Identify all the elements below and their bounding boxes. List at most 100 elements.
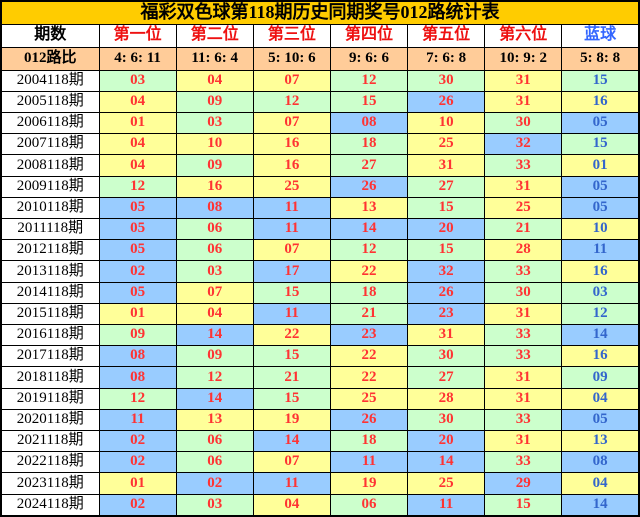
table-title: 福彩双色球第118期历史同期奖号012路统计表: [0, 0, 640, 25]
red-ball-cell: 04: [252, 493, 331, 517]
red-ball-cell: 31: [484, 90, 563, 113]
red-ball-cell: 27: [407, 366, 486, 389]
red-ball-cell: 22: [329, 366, 409, 389]
period-cell: 2011118期: [0, 217, 100, 241]
table-row: 2010118期 05 08 11 13 15 25 05: [0, 196, 640, 219]
red-ball-cell: 21: [252, 366, 331, 389]
red-ball-cell: 15: [407, 196, 486, 219]
red-ball-cell: 28: [484, 239, 563, 262]
column-header-blue-ball: 蓝球: [561, 23, 640, 48]
red-ball-cell: 14: [252, 429, 331, 453]
red-ball-cell: 25: [252, 175, 331, 198]
blue-ball-cell: 11: [561, 239, 640, 262]
table-row: 2008118期 04 09 16 27 31 33 01: [0, 154, 640, 177]
column-header-period: 期数: [0, 23, 100, 48]
red-ball-cell: 01: [98, 472, 177, 495]
red-ball-cell: 15: [329, 90, 409, 113]
red-ball-cell: 25: [484, 196, 563, 219]
red-ball-cell: 20: [407, 217, 486, 241]
red-ball-cell: 16: [252, 154, 331, 177]
red-ball-cell: 12: [329, 69, 409, 92]
ratio-value-3: 5: 10: 6: [252, 46, 331, 71]
red-ball-cell: 27: [407, 175, 486, 198]
red-ball-cell: 03: [98, 69, 177, 92]
red-ball-cell: 29: [484, 472, 563, 495]
blue-ball-cell: 03: [561, 281, 640, 304]
red-ball-cell: 06: [175, 451, 254, 474]
red-ball-cell: 26: [407, 90, 486, 113]
red-ball-cell: 08: [175, 196, 254, 219]
table-row: 2006118期 01 03 07 08 10 30 05: [0, 111, 640, 135]
red-ball-cell: 21: [484, 217, 563, 241]
blue-ball-cell: 04: [561, 387, 640, 410]
red-ball-cell: 04: [175, 69, 254, 92]
column-header-pos-6: 第六位: [484, 23, 563, 48]
red-ball-cell: 02: [98, 493, 177, 517]
red-ball-cell: 06: [175, 429, 254, 453]
red-ball-cell: 33: [484, 154, 563, 177]
red-ball-cell: 06: [329, 493, 409, 517]
header-row: 期数 第一位 第二位 第三位 第四位 第五位 第六位 蓝球: [0, 23, 640, 48]
red-ball-cell: 02: [175, 472, 254, 495]
red-ball-cell: 07: [252, 111, 331, 135]
column-header-pos-3: 第三位: [252, 23, 331, 48]
column-header-pos-1: 第一位: [98, 23, 177, 48]
red-ball-cell: 09: [98, 323, 177, 347]
red-ball-cell: 13: [329, 196, 409, 219]
red-ball-cell: 07: [252, 451, 331, 474]
ratio-value-2: 11: 6: 4: [175, 46, 254, 71]
red-ball-cell: 26: [329, 175, 409, 198]
period-cell: 2023118期: [0, 472, 100, 495]
red-ball-cell: 31: [484, 366, 563, 389]
red-ball-cell: 22: [329, 260, 409, 283]
blue-ball-cell: 15: [561, 69, 640, 92]
column-header-pos-4: 第四位: [329, 23, 409, 48]
period-cell: 2022118期: [0, 451, 100, 474]
red-ball-cell: 04: [98, 154, 177, 177]
period-cell: 2014118期: [0, 281, 100, 304]
red-ball-cell: 18: [329, 429, 409, 453]
red-ball-cell: 08: [98, 345, 177, 368]
ratio-value-1: 4: 6: 11: [98, 46, 177, 71]
table-row: 2007118期 04 10 16 18 25 32 15: [0, 133, 640, 156]
red-ball-cell: 25: [407, 133, 486, 156]
period-cell: 2008118期: [0, 154, 100, 177]
column-header-pos-5: 第五位: [407, 23, 486, 48]
period-cell: 2016118期: [0, 323, 100, 347]
red-ball-cell: 31: [407, 323, 486, 347]
red-ball-cell: 11: [252, 217, 331, 241]
red-ball-cell: 25: [329, 387, 409, 410]
red-ball-cell: 30: [407, 345, 486, 368]
red-ball-cell: 08: [98, 366, 177, 389]
blue-ball-cell: 16: [561, 260, 640, 283]
period-cell: 2013118期: [0, 260, 100, 283]
red-ball-cell: 08: [329, 111, 409, 135]
red-ball-cell: 26: [329, 408, 409, 431]
table-row: 2015118期 01 04 11 21 23 31 12: [0, 302, 640, 325]
red-ball-cell: 11: [407, 493, 486, 517]
blue-ball-cell: 05: [561, 175, 640, 198]
table-row: 2019118期 12 14 15 25 28 31 04: [0, 387, 640, 410]
blue-ball-cell: 05: [561, 408, 640, 431]
blue-ball-cell: 16: [561, 90, 640, 113]
red-ball-cell: 12: [252, 90, 331, 113]
table-row: 2022118期 02 06 07 11 14 33 08: [0, 451, 640, 474]
red-ball-cell: 07: [252, 239, 331, 262]
column-header-pos-2: 第二位: [175, 23, 254, 48]
red-ball-cell: 05: [98, 281, 177, 304]
red-ball-cell: 01: [98, 302, 177, 325]
red-ball-cell: 03: [175, 493, 254, 517]
red-ball-cell: 06: [175, 217, 254, 241]
period-cell: 2010118期: [0, 196, 100, 219]
red-ball-cell: 03: [175, 111, 254, 135]
red-ball-cell: 15: [484, 493, 563, 517]
red-ball-cell: 05: [98, 239, 177, 262]
period-cell: 2005118期: [0, 90, 100, 113]
table-row: 2005118期 04 09 12 15 26 31 16: [0, 90, 640, 113]
red-ball-cell: 33: [484, 260, 563, 283]
red-ball-cell: 09: [175, 154, 254, 177]
red-ball-cell: 14: [175, 323, 254, 347]
red-ball-cell: 15: [252, 281, 331, 304]
period-cell: 2006118期: [0, 111, 100, 135]
table-row: 2013118期 02 03 17 22 32 33 16: [0, 260, 640, 283]
